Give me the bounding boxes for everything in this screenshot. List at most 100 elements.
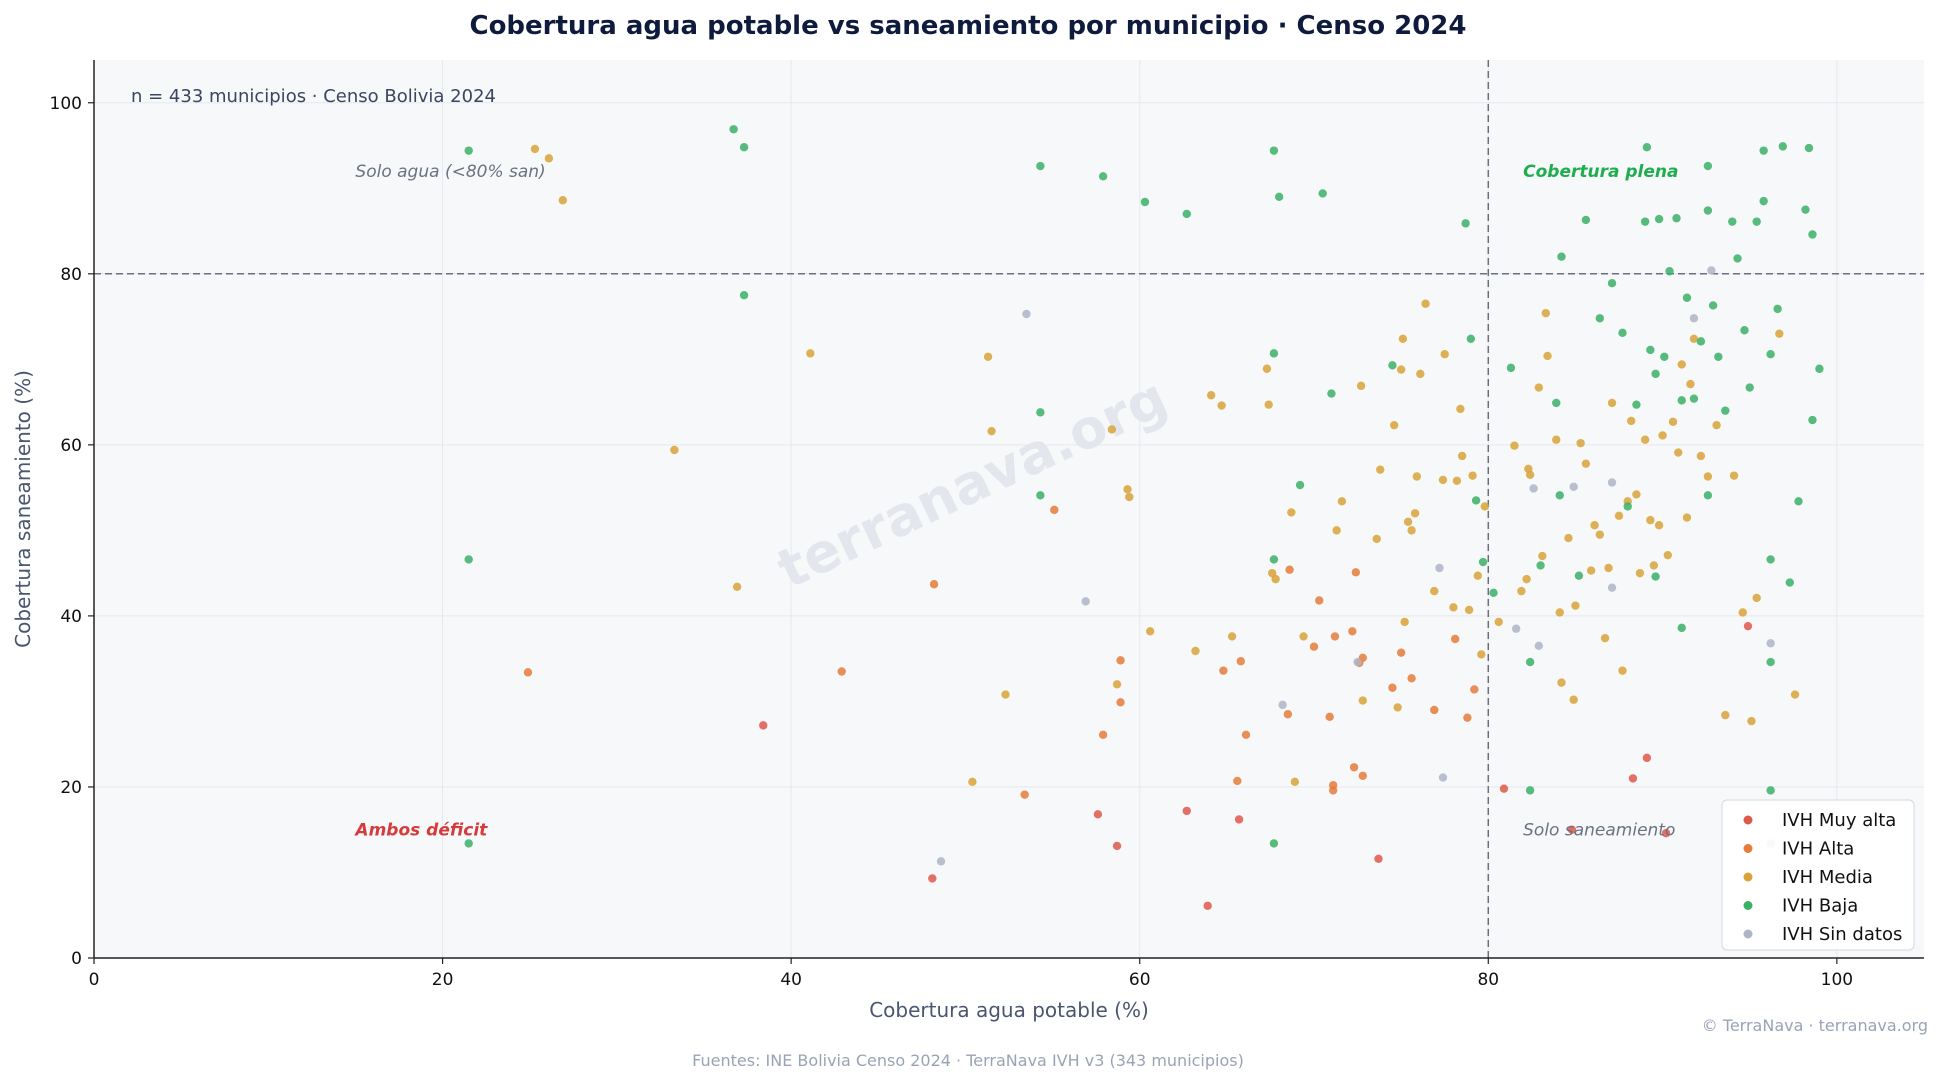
legend: IVH Muy alta IVH Alta IVH Media IVH Baja IVH… [1721, 799, 1915, 951]
point-ivh-baja [1318, 189, 1327, 198]
point-ivh-media [1614, 511, 1624, 521]
point-ivh-sin-datos [1689, 314, 1699, 323]
point-ivh-alta [1309, 642, 1319, 651]
quadrant-labels: Solo agua (<80% san) Cobertura plena Ambos… [353, 162, 1678, 841]
point-ivh-media [1191, 646, 1200, 656]
point-ivh-media [1555, 608, 1564, 617]
point-ivh-sin-datos [1607, 583, 1617, 592]
point-ivh-alta [1241, 730, 1251, 739]
point-ivh-media [1145, 627, 1155, 636]
point-ivh-baja [1682, 293, 1692, 302]
point-ivh-baja [1536, 561, 1545, 570]
point-ivh-baja [1808, 415, 1817, 425]
point-ivh-media [732, 582, 742, 592]
point-ivh-media [1464, 605, 1474, 615]
point-ivh-media [1632, 490, 1641, 499]
point-ivh-baja [1740, 326, 1749, 335]
point-ivh-baja [1752, 217, 1761, 226]
point-ivh-baja [1703, 161, 1713, 171]
point-ivh-media [1752, 593, 1761, 603]
legend-marker [1743, 844, 1753, 853]
source-note: Fuentes: INE Bolivia Censo 2024 · TerraN… [692, 1051, 1244, 1070]
point-ivh-media [1696, 451, 1706, 461]
point-ivh-media [558, 196, 568, 205]
point-ivh-baja [1327, 389, 1336, 398]
point-ivh-media [1510, 441, 1519, 450]
point-ivh-baja [1808, 230, 1817, 239]
point-ivh-media [1534, 383, 1544, 392]
point-ivh-baja [1466, 334, 1476, 344]
point-ivh-muy-alta [1374, 854, 1383, 863]
point-ivh-baja [1618, 328, 1627, 338]
point-ivh-media [1477, 650, 1486, 659]
point-ivh-alta [1430, 705, 1439, 715]
point-ivh-baja [1759, 146, 1768, 155]
y-axis-label: Cobertura saneamiento (%) [11, 370, 35, 648]
legend-marker [1743, 901, 1753, 910]
point-ivh-media [1438, 475, 1448, 485]
point-ivh-media [670, 445, 679, 455]
point-ivh-media [1581, 459, 1591, 468]
point-ivh-media [1571, 601, 1580, 610]
point-ivh-baja [1665, 267, 1674, 276]
point-ivh-media [1358, 696, 1368, 705]
point-ivh-media [1586, 566, 1596, 575]
point-ivh-media [1564, 533, 1573, 543]
point-ivh-baja [1759, 196, 1768, 206]
point-ivh-muy-alta [1743, 621, 1753, 631]
point-ivh-baja [1815, 364, 1824, 373]
point-ivh-baja [1733, 254, 1742, 263]
point-ivh-alta [1407, 674, 1416, 683]
legend-marker [1743, 872, 1753, 882]
point-ivh-sin-datos [1511, 624, 1521, 633]
legend-marker [1743, 929, 1753, 939]
point-ivh-media [1332, 526, 1341, 535]
point-ivh-baja [1295, 480, 1305, 490]
point-ivh-media [1416, 369, 1425, 379]
point-ivh-media [1654, 521, 1664, 530]
point-ivh-baja [1632, 400, 1641, 409]
point-ivh-media [544, 154, 554, 163]
point-ivh-media [1494, 617, 1503, 627]
legend-label: IVH Muy alta [1782, 810, 1896, 831]
point-ivh-baja [1274, 192, 1284, 202]
point-ivh-media [1403, 517, 1413, 527]
point-ivh-media [1790, 690, 1800, 699]
point-ivh-media [1663, 550, 1673, 560]
point-ivh-baja [1677, 396, 1686, 405]
point-ivh-baja [1525, 657, 1535, 667]
legend-box [1721, 799, 1915, 951]
point-ivh-media [1440, 350, 1449, 359]
credit: © TerraNava · terranava.org [1702, 1016, 1928, 1035]
point-ivh-baja [1269, 349, 1279, 358]
point-ivh-alta [837, 667, 846, 676]
point-ivh-media [1001, 690, 1010, 699]
point-ivh-baja [1728, 217, 1737, 226]
point-ivh-media [1468, 471, 1477, 480]
point-ivh-alta [1358, 771, 1368, 781]
point-ivh-media [1421, 299, 1430, 308]
point-ivh-media [1576, 438, 1585, 448]
point-ivh-sin-datos [1707, 266, 1716, 275]
point-ivh-sin-datos [1534, 641, 1544, 651]
point-ivh-muy-alta [1661, 828, 1671, 838]
point-ivh-baja [1804, 143, 1814, 153]
point-ivh-media [1674, 448, 1683, 457]
point-ivh-sin-datos [1022, 309, 1031, 319]
point-ivh-sin-datos [1766, 639, 1775, 648]
point-ivh-alta [1233, 776, 1242, 786]
legend-marker [1743, 815, 1753, 825]
x-tick-label: 80 [1477, 970, 1499, 990]
point-ivh-alta [1348, 627, 1357, 636]
point-ivh-media [1689, 334, 1699, 344]
point-ivh-media [1227, 632, 1237, 641]
point-ivh-media [1729, 471, 1739, 480]
point-ivh-media [806, 349, 815, 358]
point-ivh-media [1398, 334, 1408, 344]
point-ivh-media [1721, 710, 1730, 720]
y-tick-label: 60 [60, 436, 82, 456]
point-ivh-sin-datos [1529, 484, 1538, 493]
point-ivh-sin-datos [1278, 700, 1287, 710]
point-ivh-alta [1325, 712, 1334, 722]
point-ivh-baja [1574, 571, 1584, 580]
